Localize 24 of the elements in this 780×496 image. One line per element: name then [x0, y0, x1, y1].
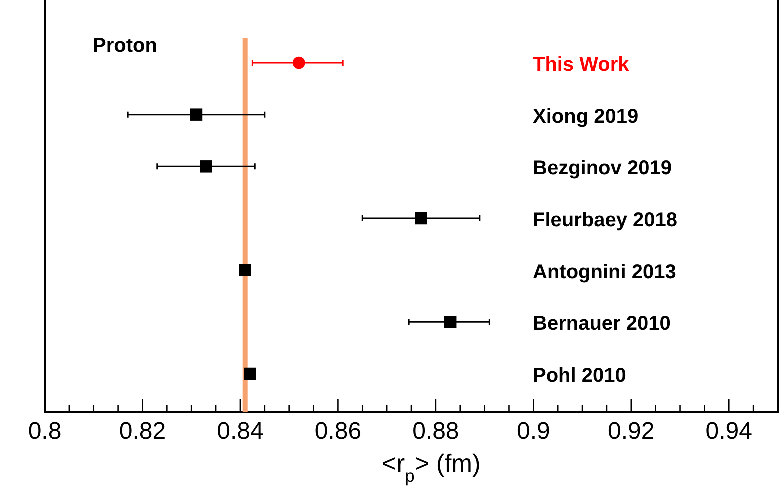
point — [200, 160, 212, 173]
y-tick-label: Bernauer 2010 — [533, 313, 671, 336]
x-axis-title: <r$_{p}$> (fm) — [382, 450, 481, 486]
y-tick-label: Bezginov 2019 — [533, 158, 672, 180]
y-tick-label: Pohl 2010 — [533, 365, 626, 387]
y-tick-label: This Work — [533, 54, 630, 76]
x-tick-label: 0.88 — [412, 418, 460, 445]
point — [415, 212, 428, 225]
y-tick-label: Antognini 2013 — [533, 261, 676, 284]
x-tick-label: 0.94 — [706, 418, 752, 445]
x-tick-label: 0.92 — [608, 418, 655, 445]
x-tick-label: 0.9 — [516, 418, 550, 445]
x-tick-label: 0.82 — [119, 418, 166, 445]
point — [239, 264, 252, 276]
x-tick-label: 0.84 — [217, 418, 264, 445]
y-tick-label: Fleurbaey 2018 — [533, 210, 678, 232]
x-tick-label: 0.8 — [28, 418, 62, 445]
y-tick-label: Xiong 2019 — [533, 106, 639, 128]
annotation: Proton — [93, 35, 158, 57]
point — [244, 368, 256, 380]
point — [190, 108, 203, 121]
point — [444, 316, 457, 328]
point — [292, 56, 306, 70]
x-tick-label: 0.86 — [314, 418, 362, 445]
